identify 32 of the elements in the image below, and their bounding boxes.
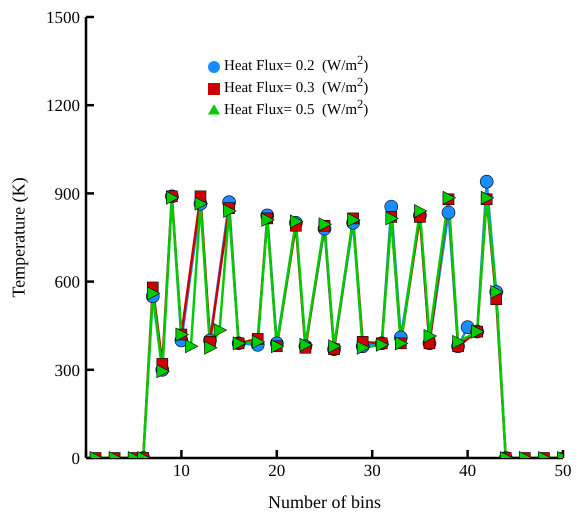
point: [318, 217, 332, 232]
x-axis-title: Number of bins: [268, 492, 381, 512]
legend-label: Heat Flux= 0.2 (W/m$^{2}$): [224, 53, 368, 74]
point: [452, 335, 466, 349]
point: [261, 213, 275, 227]
x-tick-label: 50: [554, 461, 572, 480]
point: [385, 212, 399, 226]
point: [214, 323, 227, 337]
point: [347, 213, 360, 227]
point: [252, 335, 266, 349]
point: [185, 339, 198, 354]
point: [204, 340, 218, 355]
y-axis-title: Temperature (K): [8, 177, 28, 298]
y-tick-label: 600: [54, 272, 80, 292]
x-tick-label: 20: [268, 461, 286, 480]
point: [146, 286, 160, 300]
point: [414, 204, 428, 218]
legend-label: Heat Flux= 0.5 (W/m$^{2}$): [224, 97, 368, 118]
legend-label: Heat Flux= 0.3 (W/m$^{2}$): [224, 75, 368, 96]
point: [223, 204, 236, 218]
y-tick-label: 900: [54, 184, 80, 204]
y-tick-label: 1500: [46, 8, 80, 28]
point: [424, 329, 437, 343]
point: [328, 339, 342, 354]
x-tick-label: 40: [459, 461, 476, 480]
point: [442, 206, 456, 220]
point: [480, 174, 494, 188]
y-tick-label: 300: [54, 360, 80, 380]
x-tick-label: 10: [172, 461, 190, 480]
y-tick-label: 1200: [46, 96, 80, 116]
y-tick-label: 0: [72, 449, 80, 468]
x-tick-label: 30: [364, 461, 381, 480]
